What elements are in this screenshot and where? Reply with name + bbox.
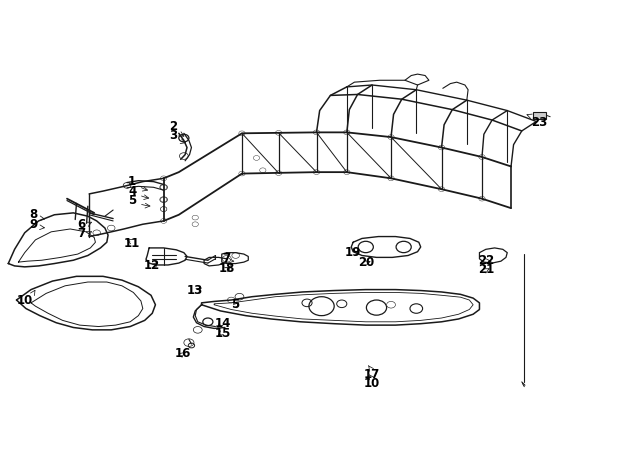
Circle shape — [439, 187, 445, 191]
Circle shape — [344, 170, 350, 174]
Text: 15: 15 — [215, 327, 231, 340]
Circle shape — [161, 218, 167, 223]
Circle shape — [387, 302, 396, 308]
Text: 23: 23 — [527, 114, 547, 129]
Text: 1: 1 — [128, 175, 147, 191]
Circle shape — [161, 185, 167, 190]
Text: 7: 7 — [223, 252, 234, 266]
Circle shape — [479, 155, 485, 159]
Circle shape — [192, 215, 198, 220]
Circle shape — [313, 170, 320, 174]
Circle shape — [123, 182, 131, 188]
Circle shape — [161, 197, 167, 202]
Bar — [532, 112, 546, 119]
Circle shape — [161, 176, 167, 180]
Text: 3: 3 — [169, 129, 185, 143]
Circle shape — [193, 326, 202, 333]
Text: 11: 11 — [124, 237, 140, 250]
Text: 12: 12 — [144, 259, 160, 273]
Text: 4: 4 — [128, 185, 149, 200]
Circle shape — [275, 171, 282, 175]
Circle shape — [222, 256, 231, 262]
Text: 14: 14 — [215, 317, 231, 330]
Text: 5: 5 — [128, 194, 150, 208]
Circle shape — [179, 153, 188, 159]
Text: 6: 6 — [77, 218, 92, 231]
Circle shape — [275, 131, 282, 135]
Circle shape — [235, 294, 244, 300]
Text: 17: 17 — [364, 366, 380, 381]
Circle shape — [388, 135, 394, 140]
Circle shape — [239, 171, 245, 176]
Circle shape — [160, 197, 168, 202]
Text: 10: 10 — [364, 374, 380, 390]
Circle shape — [479, 196, 485, 201]
Circle shape — [184, 339, 194, 346]
Circle shape — [439, 145, 445, 150]
Text: 13: 13 — [187, 284, 203, 297]
Circle shape — [227, 297, 235, 303]
Circle shape — [260, 168, 266, 172]
Text: 16: 16 — [175, 347, 191, 360]
Circle shape — [161, 207, 167, 211]
Text: 9: 9 — [29, 218, 44, 231]
Circle shape — [388, 176, 394, 180]
Text: 2: 2 — [169, 120, 184, 136]
Circle shape — [161, 207, 167, 211]
Text: 22: 22 — [478, 254, 494, 267]
Text: 5: 5 — [232, 298, 240, 311]
Circle shape — [108, 225, 115, 231]
Text: 10: 10 — [16, 290, 35, 306]
Circle shape — [93, 230, 101, 236]
Circle shape — [239, 131, 245, 136]
Text: 21: 21 — [478, 263, 494, 276]
Circle shape — [344, 130, 350, 135]
Text: 20: 20 — [358, 256, 374, 269]
Circle shape — [192, 222, 198, 227]
Circle shape — [232, 253, 239, 258]
Circle shape — [253, 156, 260, 160]
Circle shape — [223, 262, 230, 268]
Text: 19: 19 — [345, 246, 361, 259]
Circle shape — [160, 184, 168, 190]
Circle shape — [313, 130, 320, 135]
Text: 8: 8 — [29, 208, 44, 221]
Text: 18: 18 — [218, 262, 235, 275]
Text: 7: 7 — [77, 227, 92, 240]
